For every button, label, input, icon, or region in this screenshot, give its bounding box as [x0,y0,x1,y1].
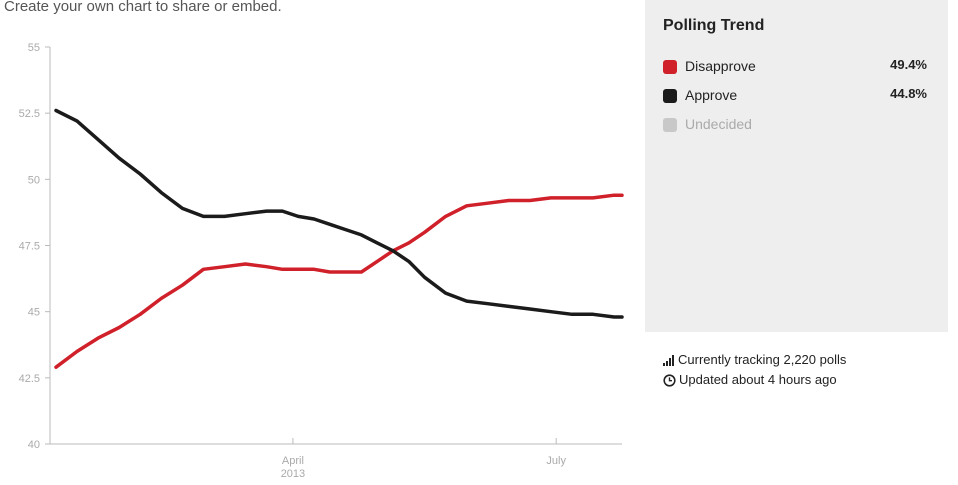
legend-panel: Polling Trend Disapprove 49.4% Approve 4… [645,0,948,332]
tracking-text: Currently tracking 2,220 polls [678,352,847,367]
legend-item-disapprove[interactable]: Disapprove 49.4% [663,57,927,77]
legend-item-approve[interactable]: Approve 44.8% [663,86,927,106]
tracking-info: Currently tracking 2,220 polls [663,352,846,367]
y-tick-label: 40 [28,439,40,451]
updated-info: Updated about 4 hours ago [663,372,837,387]
legend-value-disapprove: 49.4% [890,57,927,72]
y-tick-label: 47.5 [19,241,40,253]
updated-text: Updated about 4 hours ago [679,372,837,387]
series-line-approve [54,108,624,319]
clock-icon [663,374,676,387]
share-embed-link[interactable]: Create your own chart to share or embed. [4,0,282,15]
x-tick-sublabel: 2013 [281,468,305,480]
legend-item-undecided[interactable]: Undecided [663,115,925,135]
disapprove-swatch-icon [663,60,677,74]
x-tick-label: April [282,455,304,467]
undecided-swatch-icon [663,118,677,132]
series-lines [54,108,624,369]
y-tick-label: 45 [28,307,40,319]
series-line-disapprove [54,193,624,369]
legend-label-approve: Approve [685,87,738,103]
y-axis: 40 42.5 45 47.5 50 52.5 55 [19,42,50,451]
y-tick-label: 52.5 [19,108,40,120]
y-tick-label: 55 [28,42,40,54]
y-tick-label: 50 [28,174,40,186]
legend-label-undecided: Undecided [685,116,752,132]
legend-value-approve: 44.8% [890,86,927,101]
signal-bars-icon [663,355,674,367]
legend-title: Polling Trend [663,17,765,34]
legend-label-disapprove: Disapprove [685,58,756,74]
approve-swatch-icon [663,89,677,103]
x-tick-label: July [546,455,566,467]
y-tick-label: 42.5 [19,373,40,385]
